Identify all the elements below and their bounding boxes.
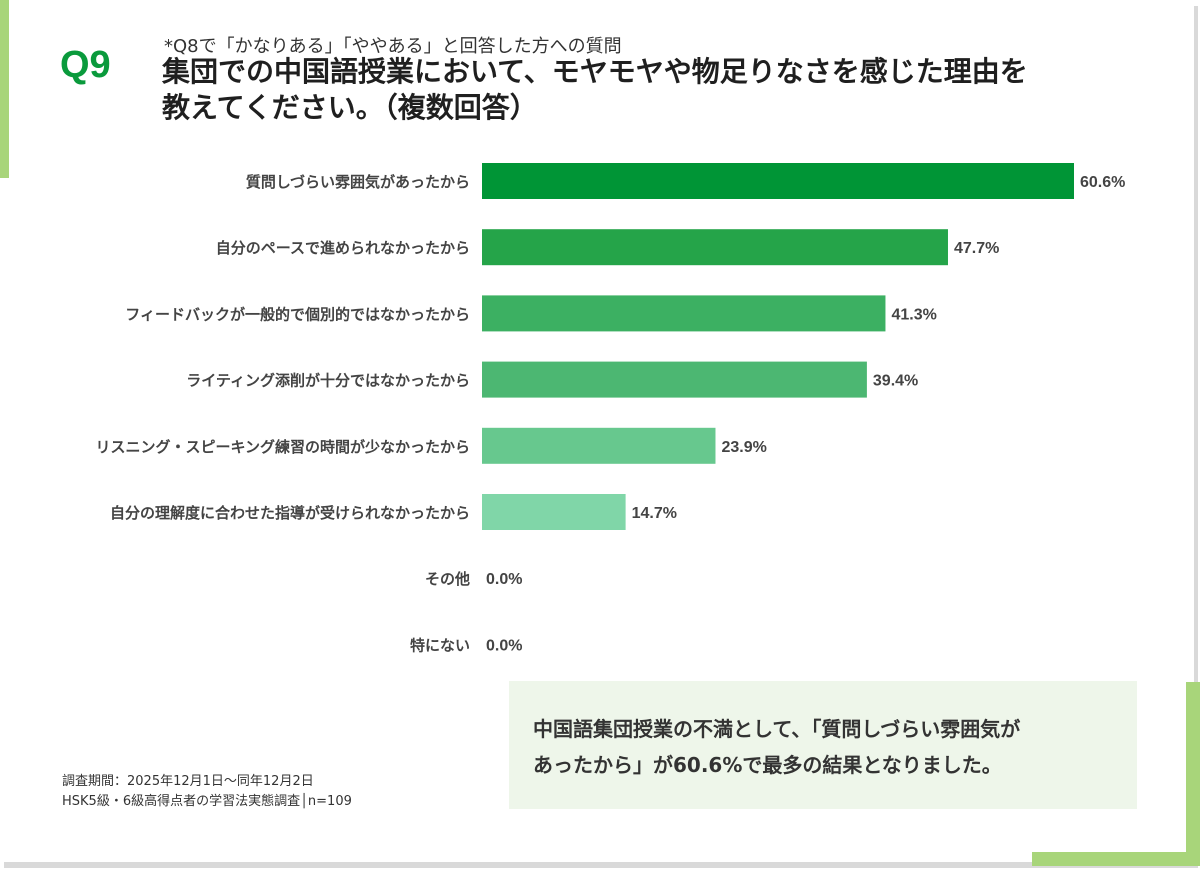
bar-chart: 質問しづらい雰囲気があったから 60.6% 自分のペースで進められなかったから 47.… — [95, 163, 1125, 654]
category-label: 特にない — [410, 636, 470, 654]
value-label: 47.7% — [954, 240, 999, 257]
category-label: その他 — [425, 570, 470, 588]
footnote-survey-period: 調査期間：2025年12月1日～同年12月2日 — [62, 774, 314, 789]
bar — [482, 361, 867, 398]
bar — [482, 229, 948, 266]
question-number: Q9 — [60, 44, 111, 86]
footnote-survey-name: HSK5級・6級高得点者の学習法実態調査│n=109 — [62, 794, 352, 809]
value-label: 0.0% — [486, 637, 522, 654]
question-pre-note: *Q8で「かなりある」「ややある」と回答した方への質問 — [164, 36, 622, 57]
category-label: ライティング添削が十分ではなかったから — [186, 372, 470, 390]
bar — [482, 427, 716, 464]
category-label: リスニング・スピーキング練習の時間が少なかったから — [95, 438, 470, 456]
value-label: 0.0% — [486, 571, 522, 588]
value-label: 14.7% — [632, 505, 677, 522]
value-label: 39.4% — [873, 373, 918, 390]
value-label: 41.3% — [891, 306, 936, 323]
summary-text: 中国語集団授業の不満として、「質問しづらい雰囲気が あったから」が60.6%で最… — [533, 711, 1123, 783]
category-label: 自分の理解度に合わせた指導が受けられなかったから — [110, 504, 470, 522]
title-line-2: 教えてください。（複数回答） — [162, 91, 538, 124]
category-label: フィードバックが一般的で個別的ではなかったから — [125, 305, 470, 323]
summary-box: 中国語集団授業の不満として、「質問しづらい雰囲気が あったから」が60.6%で最… — [509, 681, 1137, 809]
footnote: 調査期間：2025年12月1日～同年12月2日 HSK5級・6級高得点者の学習法… — [62, 772, 352, 812]
category-label: 質問しづらい雰囲気があったから — [246, 173, 470, 191]
accent-bar-right-horizontal — [1032, 852, 1200, 866]
title-line-1: 集団での中国語授業において、モヤモヤや物足りなさを感じた理由を — [162, 55, 1028, 88]
value-label: 23.9% — [721, 439, 766, 456]
summary-line-1: 中国語集団授業の不満として、「質問しづらい雰囲気が — [533, 717, 1021, 741]
value-label: 60.6% — [1080, 174, 1125, 191]
bar — [482, 295, 886, 332]
bar — [482, 163, 1074, 199]
accent-bar-left — [0, 0, 9, 178]
summary-line-2: あったから」が60.6%で最多の結果となりました。 — [533, 753, 1002, 777]
accent-bar-right-vertical — [1186, 682, 1200, 866]
bar — [482, 494, 626, 530]
category-label: 自分のペースで進められなかったから — [216, 239, 470, 257]
question-title: 集団での中国語授業において、モヤモヤや物足りなさを感じた理由を 教えてください。… — [162, 54, 1122, 126]
